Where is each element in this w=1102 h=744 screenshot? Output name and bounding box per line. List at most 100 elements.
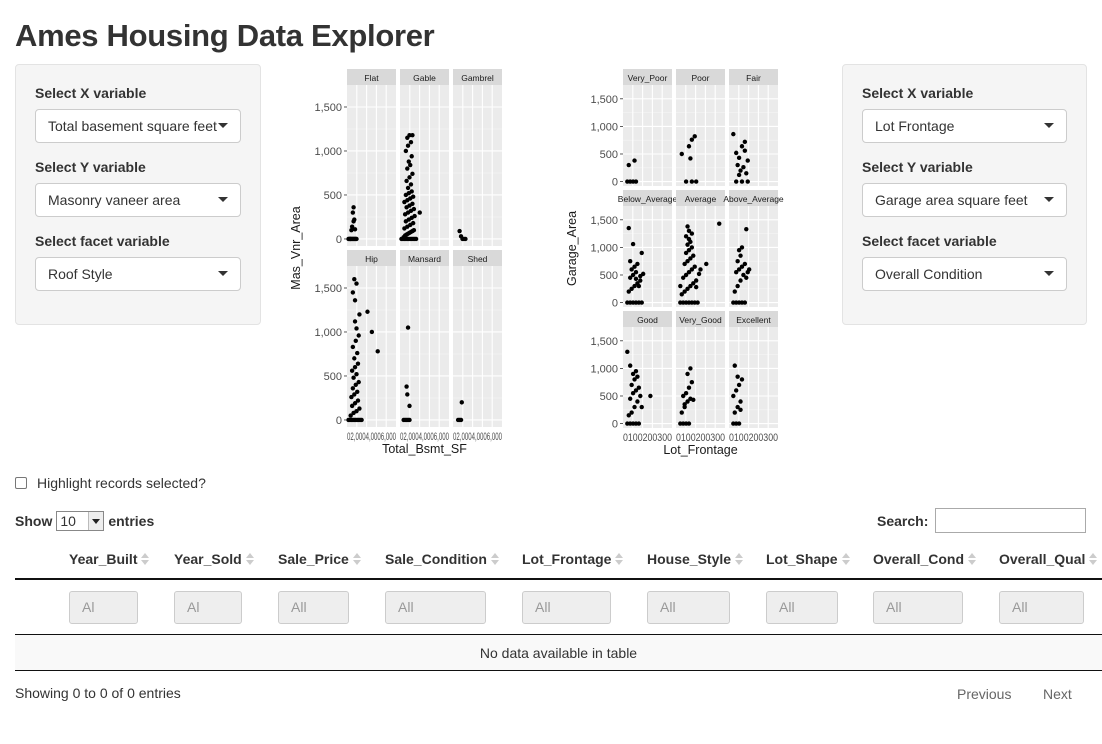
left-control-panel: Select X variable Total basement square … xyxy=(15,64,261,325)
right-faceted-scatter-plot[interactable]: Very_Poor 0 500 1,000 1,500 Poor Fair Below_Ave… xyxy=(565,64,786,462)
next-page-button[interactable]: Next xyxy=(1043,686,1072,702)
data-point xyxy=(736,172,742,178)
highlight-records-checkbox[interactable] xyxy=(15,477,27,489)
column-header-house-style[interactable]: House_Style xyxy=(647,551,744,567)
left-y-variable-label: Select Y variable xyxy=(35,159,146,175)
column-filter-input[interactable]: All xyxy=(999,591,1084,624)
data-point xyxy=(359,417,364,423)
column-header-overall-cond[interactable]: Overall_Cond xyxy=(873,551,977,567)
sort-icon xyxy=(841,553,850,565)
data-point xyxy=(683,250,689,256)
column-filter-input[interactable]: All xyxy=(522,591,611,624)
data-point xyxy=(686,236,692,242)
data-point xyxy=(410,132,415,138)
facet-strip-label: Gable xyxy=(413,73,436,83)
search-input[interactable] xyxy=(935,508,1086,533)
sort-icon xyxy=(1089,553,1098,565)
x-axis-title: Lot_Frontage xyxy=(663,443,737,457)
entries-per-page-select[interactable]: 10 xyxy=(56,511,105,531)
chevron-down-icon xyxy=(1044,123,1054,128)
right-x-variable-select[interactable]: Lot Frontage xyxy=(862,109,1067,143)
data-point xyxy=(352,392,357,397)
x-tick-labels: 02,0004,0006,000 xyxy=(453,431,502,443)
data-point xyxy=(629,382,634,388)
data-point xyxy=(632,283,637,289)
right-y-variable-select[interactable]: Garage area square feet xyxy=(862,183,1067,217)
data-point xyxy=(626,289,631,294)
data-point xyxy=(350,344,356,350)
data-point xyxy=(412,213,417,219)
data-point xyxy=(638,393,643,399)
column-header-year-sold[interactable]: Year_Sold xyxy=(174,551,254,567)
column-filter-input[interactable]: All xyxy=(278,591,349,624)
column-filter-input[interactable]: All xyxy=(647,591,730,624)
data-point xyxy=(405,166,410,171)
data-point xyxy=(696,271,702,277)
facet-strip xyxy=(676,69,725,85)
table-bottom-border xyxy=(15,670,1102,671)
data-point xyxy=(735,283,740,289)
data-point xyxy=(365,309,370,314)
left-facet-variable-select[interactable]: Roof Style xyxy=(35,257,241,291)
column-header-label: Year_Sold xyxy=(174,551,242,567)
sort-icon xyxy=(615,553,624,565)
data-point xyxy=(353,382,358,387)
previous-page-button[interactable]: Previous xyxy=(957,686,1012,702)
data-point xyxy=(685,286,690,291)
column-header-sale-condition[interactable]: Sale_Condition xyxy=(385,551,499,567)
right-facet-variable-select[interactable]: Overall Condition xyxy=(862,257,1067,291)
data-point xyxy=(734,179,739,184)
data-point xyxy=(636,385,642,390)
data-point xyxy=(638,278,643,283)
y-tick-label: 1,500 xyxy=(590,215,618,227)
data-point xyxy=(735,374,740,379)
column-header-lot-shape[interactable]: Lot_Shape xyxy=(766,551,850,567)
highlight-records-row[interactable]: Highlight records selected? xyxy=(15,475,206,491)
data-point xyxy=(354,408,359,414)
column-filter-input[interactable]: Al xyxy=(174,591,242,624)
left-facet-variable-value: Roof Style xyxy=(48,266,113,282)
data-point xyxy=(629,267,634,272)
facet-strip-label: Flat xyxy=(364,73,379,83)
facet-strip xyxy=(729,311,778,327)
column-header-overall-qual[interactable]: Overall_Qual xyxy=(999,551,1098,567)
left-x-variable-select[interactable]: Total basement square feet xyxy=(35,109,241,143)
column-filter-input[interactable]: All xyxy=(766,591,838,624)
data-point xyxy=(744,275,749,280)
left-y-variable-select[interactable]: Masonry vaneer area xyxy=(35,183,241,217)
data-point xyxy=(735,404,740,410)
column-header-year-built[interactable]: Year_Built xyxy=(69,551,150,567)
data-point xyxy=(689,379,695,385)
x-tick-labels: 0100200300 xyxy=(676,432,725,444)
data-point xyxy=(352,217,357,222)
data-point xyxy=(679,151,684,157)
data-point xyxy=(408,182,414,187)
left-faceted-scatter-plot[interactable]: Flat 0 500 1,000 1,500 Gable Gambrel Hip 0 500 1,0… xyxy=(289,64,510,462)
column-header-sale-price[interactable]: Sale_Price xyxy=(278,551,361,567)
data-point xyxy=(686,228,692,234)
data-point xyxy=(459,400,464,405)
data-point xyxy=(744,171,749,176)
data-point xyxy=(686,421,692,426)
facet-strip-label: Poor xyxy=(692,73,710,83)
column-filter-input[interactable]: Al xyxy=(69,591,138,624)
data-point xyxy=(404,384,409,389)
data-point xyxy=(407,403,412,409)
column-filter-input[interactable]: All xyxy=(385,591,486,624)
data-point xyxy=(413,236,419,242)
data-point xyxy=(683,391,689,396)
column-header-label: House_Style xyxy=(647,551,732,567)
column-filter-input[interactable]: All xyxy=(873,591,963,624)
data-point xyxy=(736,267,742,272)
column-header-lot-frontage[interactable]: Lot_Frontage xyxy=(522,551,624,567)
y-tick-label: 500 xyxy=(324,190,342,202)
data-point xyxy=(630,241,636,247)
data-point xyxy=(693,179,699,184)
data-point xyxy=(741,165,746,170)
x-axis-title: Total_Bsmt_SF xyxy=(382,442,467,456)
facet-strip-label: Very_Good xyxy=(679,315,722,325)
data-point xyxy=(633,270,639,275)
data-point xyxy=(682,261,687,267)
facet-panel-background xyxy=(676,327,725,428)
data-point xyxy=(691,281,696,286)
